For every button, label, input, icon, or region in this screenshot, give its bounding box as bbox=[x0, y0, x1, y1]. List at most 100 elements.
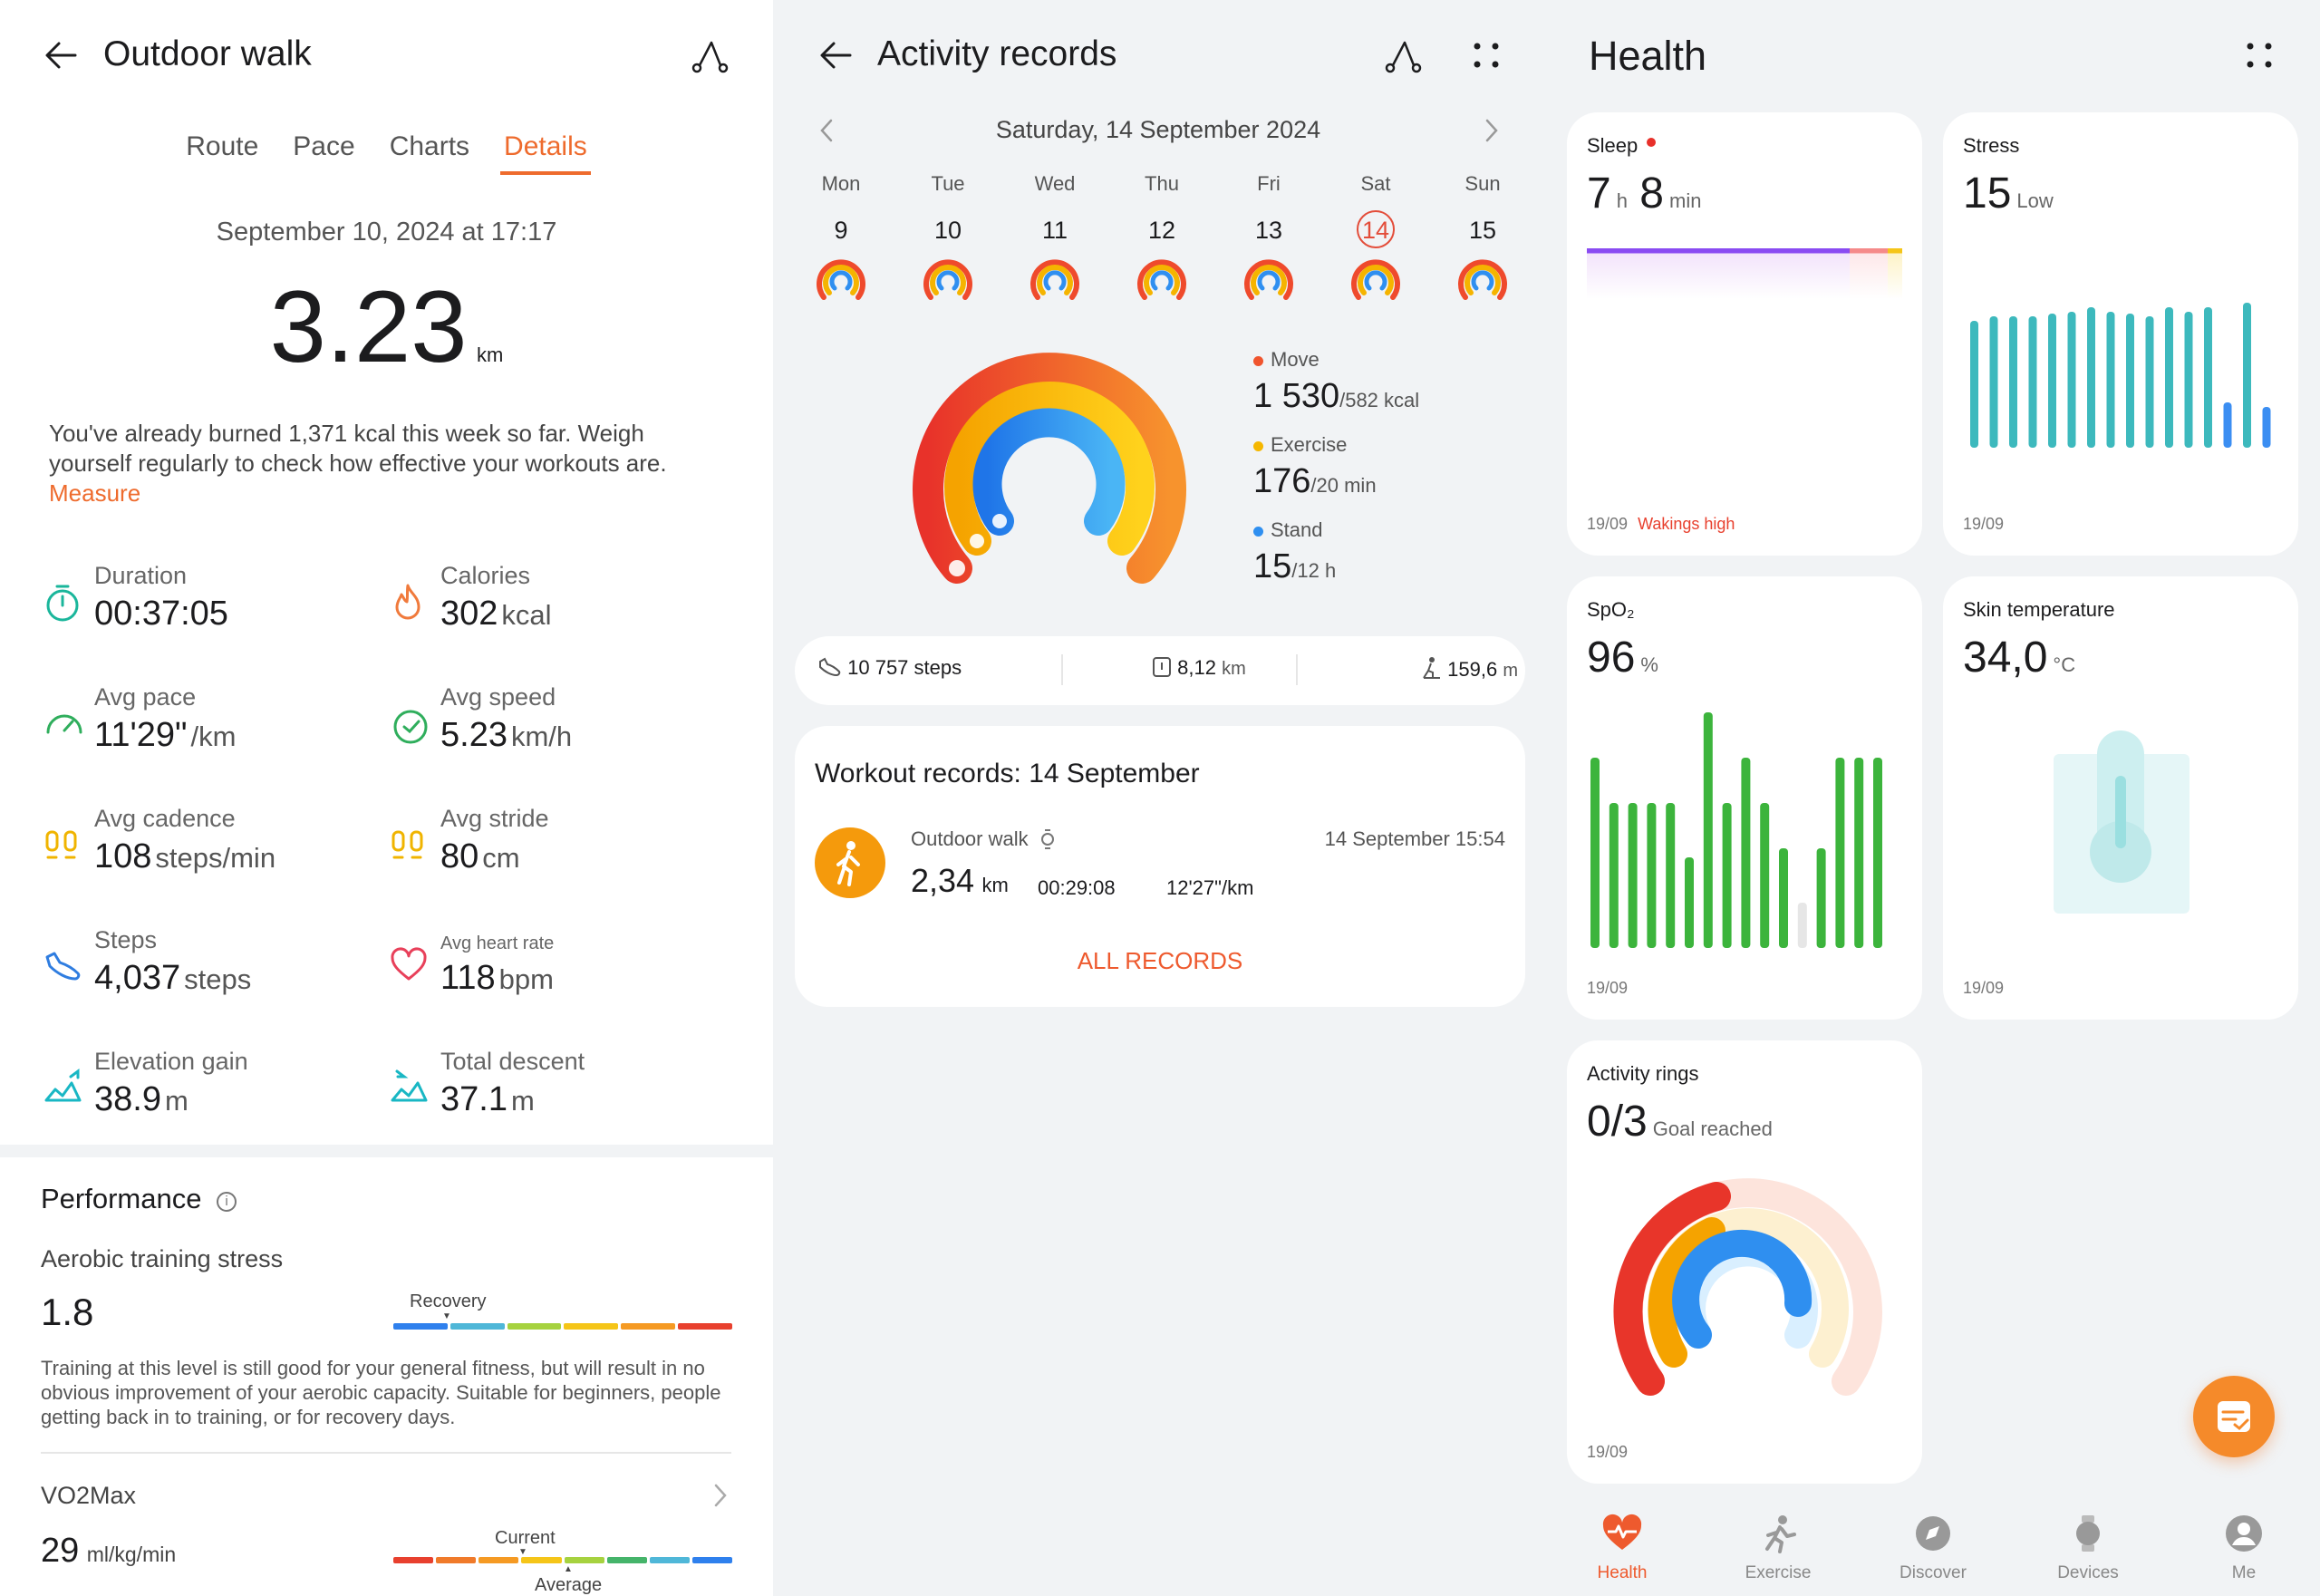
all-records-button[interactable]: ALL RECORDS bbox=[1077, 947, 1243, 974]
back-arrow-icon[interactable] bbox=[38, 33, 83, 78]
scale-segment bbox=[678, 1323, 732, 1330]
footprints-icon bbox=[45, 830, 77, 859]
watch-icon bbox=[2076, 1515, 2100, 1552]
spo2-bar bbox=[1760, 803, 1770, 948]
nav-discover[interactable]: Discover bbox=[1879, 1514, 1987, 1583]
day-tue[interactable]: Tue 10 bbox=[907, 172, 989, 307]
speedometer-icon bbox=[46, 714, 82, 734]
move-ring bbox=[1613, 1182, 1731, 1396]
spo2-bar bbox=[1628, 803, 1638, 948]
route-share-icon[interactable] bbox=[687, 33, 732, 78]
stopwatch-icon bbox=[46, 585, 79, 622]
nav-exercise[interactable]: Exercise bbox=[1724, 1514, 1832, 1583]
spo2-bar-chart bbox=[1590, 712, 1882, 948]
workout-name[interactable]: Outdoor walk bbox=[911, 827, 1056, 851]
more-options-icon[interactable] bbox=[2237, 33, 2282, 78]
stat-label: Calories bbox=[440, 562, 531, 589]
card-title: SpO₂ bbox=[1587, 598, 1635, 621]
scale-segment bbox=[564, 1557, 604, 1563]
vo2max-label[interactable]: VO2Max bbox=[41, 1482, 137, 1509]
stat-avg-pace: Avg pace 11'29"/km bbox=[44, 683, 370, 783]
stat-avg-speed: Avg speed 5.23 km/h bbox=[390, 683, 716, 783]
stress-value: 15 Low bbox=[1963, 169, 2054, 218]
card-title: Sleep bbox=[1587, 134, 1657, 158]
scale-segment bbox=[393, 1323, 448, 1330]
route-share-icon[interactable] bbox=[1380, 33, 1426, 78]
page-title: Outdoor walk bbox=[103, 34, 312, 73]
thermometer-icon bbox=[2044, 730, 2190, 914]
measure-link[interactable]: Measure bbox=[49, 479, 141, 507]
stress-bar bbox=[1989, 316, 1998, 448]
stat-label: Elevation gain bbox=[94, 1048, 248, 1075]
spo2-bar bbox=[1741, 758, 1751, 948]
day-wed[interactable]: Wed 11 bbox=[1014, 172, 1096, 307]
workout-duration: 00:29:08 bbox=[1038, 876, 1116, 899]
card-title: Stress bbox=[1963, 134, 2020, 157]
day-name: Mon bbox=[821, 172, 861, 195]
detail-tabs: Route Pace Charts Details bbox=[0, 131, 773, 175]
info-icon[interactable]: i bbox=[217, 1192, 237, 1212]
runner-icon bbox=[970, 534, 984, 548]
day-sat[interactable]: Sat 14 bbox=[1335, 172, 1416, 307]
chevron-right-icon[interactable] bbox=[707, 1479, 734, 1512]
vo2-current-arrow: ▼ bbox=[518, 1547, 527, 1557]
chevron-right-icon[interactable] bbox=[1478, 114, 1505, 147]
stress-bar bbox=[2223, 402, 2232, 448]
stride-icon bbox=[392, 830, 423, 859]
edit-records-button[interactable] bbox=[2193, 1376, 2275, 1457]
stat-avg-cadence: Avg cadence 108 steps/min bbox=[44, 805, 370, 904]
tab-details[interactable]: Details bbox=[500, 131, 591, 175]
spo2-bar bbox=[1722, 803, 1732, 948]
map-pin-icon bbox=[1152, 656, 1172, 678]
scale-segment bbox=[691, 1557, 732, 1563]
tab-route[interactable]: Route bbox=[186, 131, 259, 161]
daily-summary-bar: 10 757 steps 8,12 km 159,6 m bbox=[795, 636, 1525, 705]
stat-value: 37.1 m bbox=[440, 1080, 535, 1118]
sleep-date: 19/09 Wakings high bbox=[1587, 515, 1735, 533]
stat-label: Avg speed bbox=[440, 683, 556, 711]
stat-label: Duration bbox=[94, 562, 188, 589]
spo2-card[interactable]: SpO₂ 96% 19/09 bbox=[1567, 576, 1922, 1020]
ats-label: Aerobic training stress bbox=[41, 1245, 284, 1272]
stand-legend: Stand 15/12 h bbox=[1253, 518, 1337, 585]
scale-segment bbox=[393, 1557, 434, 1563]
day-sun[interactable]: Sun 15 bbox=[1442, 172, 1523, 307]
steps-summary: 10 757 steps bbox=[818, 656, 962, 680]
spo2-bar bbox=[1835, 758, 1845, 948]
activity-rings-card[interactable]: Activity rings 0/3 Goal reached 19/09 bbox=[1567, 1040, 1922, 1484]
day-fri[interactable]: Fri 13 bbox=[1228, 172, 1310, 307]
nav-health[interactable]: Health bbox=[1568, 1514, 1677, 1583]
stat-value: 4,037 steps bbox=[94, 959, 252, 997]
nav-devices[interactable]: Devices bbox=[2034, 1514, 2142, 1583]
back-arrow-icon[interactable] bbox=[813, 33, 858, 78]
day-name: Fri bbox=[1257, 172, 1281, 195]
stress-card[interactable]: Stress 15 Low 19/09 bbox=[1943, 112, 2298, 556]
tab-pace[interactable]: Pace bbox=[293, 131, 355, 161]
workout-records-title: Workout records: 14 September bbox=[815, 759, 1200, 788]
workout-distance: 2,34 km bbox=[911, 862, 1009, 899]
user-avatar-icon bbox=[2226, 1515, 2262, 1552]
more-options-icon[interactable] bbox=[1464, 33, 1509, 78]
compass-icon bbox=[1916, 1516, 1950, 1551]
selected-date: Saturday, 14 September 2024 bbox=[995, 116, 1321, 143]
heart-icon bbox=[391, 947, 427, 981]
distance-value: 3.23 bbox=[269, 270, 468, 383]
tab-charts[interactable]: Charts bbox=[389, 131, 470, 161]
stress-bar-chart bbox=[1970, 303, 2271, 448]
chevron-left-icon[interactable] bbox=[813, 114, 840, 147]
day-thu[interactable]: Thu 12 bbox=[1121, 172, 1203, 307]
nav-me[interactable]: Me bbox=[2190, 1514, 2298, 1583]
stat-avg-heart-rate: Avg heart rate 118 bpm bbox=[390, 926, 716, 1026]
skin-temperature-card[interactable]: Skin temperature 34,0 °C 19/09 bbox=[1943, 576, 2298, 1020]
distance-display: 3.23 km bbox=[0, 268, 773, 385]
stat-label: Steps bbox=[94, 926, 158, 953]
day-name: Sun bbox=[1464, 172, 1501, 195]
divider bbox=[1061, 654, 1063, 685]
scale-segment bbox=[478, 1557, 519, 1563]
vo2max-value: 29 ml/kg/min bbox=[41, 1532, 177, 1570]
day-mon[interactable]: Mon 9 bbox=[800, 172, 882, 307]
vo2-average-label: Average bbox=[535, 1575, 603, 1595]
scale-segment bbox=[564, 1323, 619, 1330]
move-legend: Move 1 530/582 kcal bbox=[1253, 348, 1420, 415]
